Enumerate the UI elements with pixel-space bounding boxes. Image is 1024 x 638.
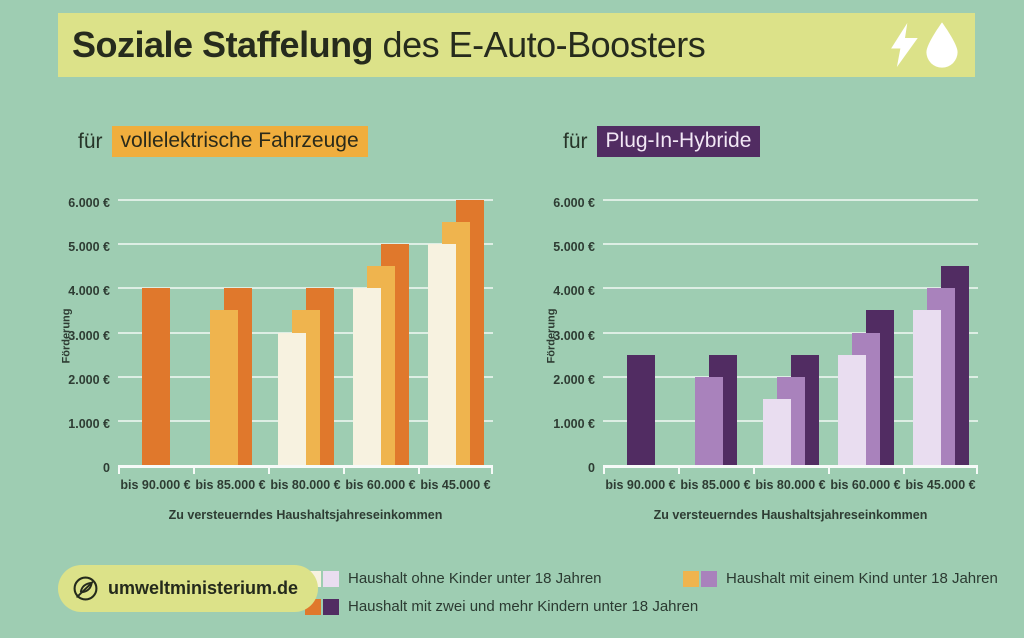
- x-axis-tick: [268, 468, 270, 474]
- y-axis-tick-label: 6.000 €: [68, 196, 110, 210]
- y-axis-tick-label: 0: [103, 461, 110, 475]
- y-axis-ticks: 6.000 € 5.000 € 4.000 € 3.000 € 2.000 € 1.000…: [60, 196, 110, 475]
- subtitle-highlight: Plug-In-Hybride: [596, 126, 761, 157]
- x-axis-category-label: bis 85.000 €: [680, 478, 751, 492]
- gridline: [603, 199, 978, 201]
- x-axis-tick: [603, 468, 605, 474]
- y-axis-tick-label: 5.000 €: [68, 240, 110, 255]
- subtitle-prefix: für: [563, 129, 588, 153]
- subtitle-highlight: vollelektrische Fahrzeuge: [111, 126, 368, 157]
- legend-swatch: [323, 570, 339, 587]
- bar: [141, 288, 170, 465]
- x-axis-category-label: bis 90.000 €: [120, 478, 191, 492]
- gridline: [603, 287, 978, 290]
- chart-plug-in-hybride: für Plug-In-Hybride Förderung 6.000 €5.0…: [545, 118, 1003, 538]
- y-axis-tick-label: 4.000 €: [68, 284, 110, 299]
- lightning-icon: [891, 23, 918, 67]
- bar: [912, 310, 941, 465]
- x-axis-categories: bis 90.000 € bis 85.000 € bis 80.000 € bis …: [118, 478, 493, 496]
- page-title-regular: des E-Auto-Boosters: [373, 24, 706, 65]
- bar: [209, 310, 238, 465]
- x-axis-category-label: bis 45.000 €: [905, 478, 976, 492]
- legend-item-one-child: Haushalt mit einem Kind unter 18 Jahren: [683, 570, 998, 587]
- y-axis-tick-label: 1.000 €: [553, 416, 595, 431]
- bar: [694, 376, 723, 465]
- y-axis-tick-label: 1.000 €: [68, 416, 110, 431]
- x-axis-tick: [976, 468, 978, 474]
- y-axis-tick-label: 3.000 €: [553, 328, 595, 343]
- x-axis-tick: [193, 468, 195, 474]
- x-axis-category-label: bis 60.000 €: [830, 478, 901, 492]
- x-axis-tick: [903, 468, 905, 474]
- legend-label: Haushalt mit zwei und mehr Kindern unter…: [348, 598, 699, 615]
- legend-label: Haushalt ohne Kinder unter 18 Jahren: [348, 570, 602, 587]
- plot-area: [603, 199, 978, 474]
- bar: [626, 354, 655, 465]
- x-axis-category-label: bis 85.000 €: [195, 478, 266, 492]
- bar: [277, 332, 306, 465]
- legend-swatch: [683, 570, 699, 587]
- legend-swatch: [323, 598, 339, 615]
- x-axis-category-label: bis 45.000 €: [420, 478, 491, 492]
- chart-subtitle: für vollelektrische Fahrzeuge: [78, 126, 368, 157]
- bar: [762, 398, 791, 465]
- legend-swatches: [683, 570, 717, 587]
- chart-subtitle: für Plug-In-Hybride: [563, 126, 761, 157]
- x-axis-category-label: bis 80.000 €: [755, 478, 826, 492]
- subtitle-prefix: für: [78, 129, 103, 153]
- gridline: [603, 331, 978, 334]
- y-axis-ticks: 6.000 € 5.000 € 4.000 € 3.000 € 2.000 € 1.000…: [545, 196, 595, 475]
- x-axis-tick: [418, 468, 420, 474]
- x-axis-title: Zu versteuerndes Haushaltsjahreseinkomme…: [168, 508, 443, 522]
- x-axis-tick: [491, 468, 493, 474]
- title-icons: [891, 22, 959, 68]
- y-axis-tick-label: 5.000 €: [553, 240, 595, 255]
- x-axis-tick: [678, 468, 680, 474]
- legend-item-two-plus-children: Haushalt mit zwei und mehr Kindern unter…: [305, 598, 698, 615]
- x-axis-tick: [343, 468, 345, 474]
- title-bar: Soziale Staffelung des E-Auto-Boosters: [58, 13, 975, 77]
- y-axis-tick-label: 6.000 €: [553, 196, 595, 210]
- source-badge: umweltministerium.de: [58, 565, 319, 612]
- bar: [352, 288, 381, 465]
- y-axis-tick-label: 4.000 €: [553, 284, 595, 299]
- leaf-logo-icon: [73, 576, 98, 601]
- y-axis-tick-label: 3.000 €: [68, 328, 110, 343]
- x-axis-categories: bis 90.000 € bis 85.000 € bis 80.000 € bis …: [603, 478, 978, 496]
- y-axis-tick-label: 2.000 €: [68, 372, 110, 387]
- x-axis-category-label: bis 90.000 €: [605, 478, 676, 492]
- legend-label: Haushalt mit einem Kind unter 18 Jahren: [726, 570, 998, 587]
- legend-swatch: [701, 570, 717, 587]
- page-title: Soziale Staffelung des E-Auto-Boosters: [72, 24, 891, 66]
- bar: [427, 244, 456, 465]
- x-axis-tick: [753, 468, 755, 474]
- x-axis-category-label: bis 80.000 €: [270, 478, 341, 492]
- y-axis-tick-label: 0: [588, 461, 595, 475]
- x-axis-title: Zu versteuerndes Haushaltsjahreseinkomme…: [653, 508, 928, 522]
- x-axis-category-label: bis 60.000 €: [345, 478, 416, 492]
- y-axis-tick-label: 2.000 €: [553, 372, 595, 387]
- chart-vollelektrische-fahrzeuge: für vollelektrische Fahrzeuge Förderung …: [60, 118, 518, 538]
- legend-item-no-children: Haushalt ohne Kinder unter 18 Jahren: [305, 570, 602, 587]
- plot-area: [118, 199, 493, 474]
- water-drop-icon: [926, 22, 958, 68]
- bar: [837, 354, 866, 465]
- source-badge-text: umweltministerium.de: [108, 578, 299, 598]
- gridline: [603, 243, 978, 246]
- page-title-bold: Soziale Staffelung: [72, 24, 374, 65]
- gridline: [118, 199, 493, 201]
- x-axis-tick: [118, 468, 120, 474]
- x-axis-tick: [828, 468, 830, 474]
- gridline: [118, 243, 493, 246]
